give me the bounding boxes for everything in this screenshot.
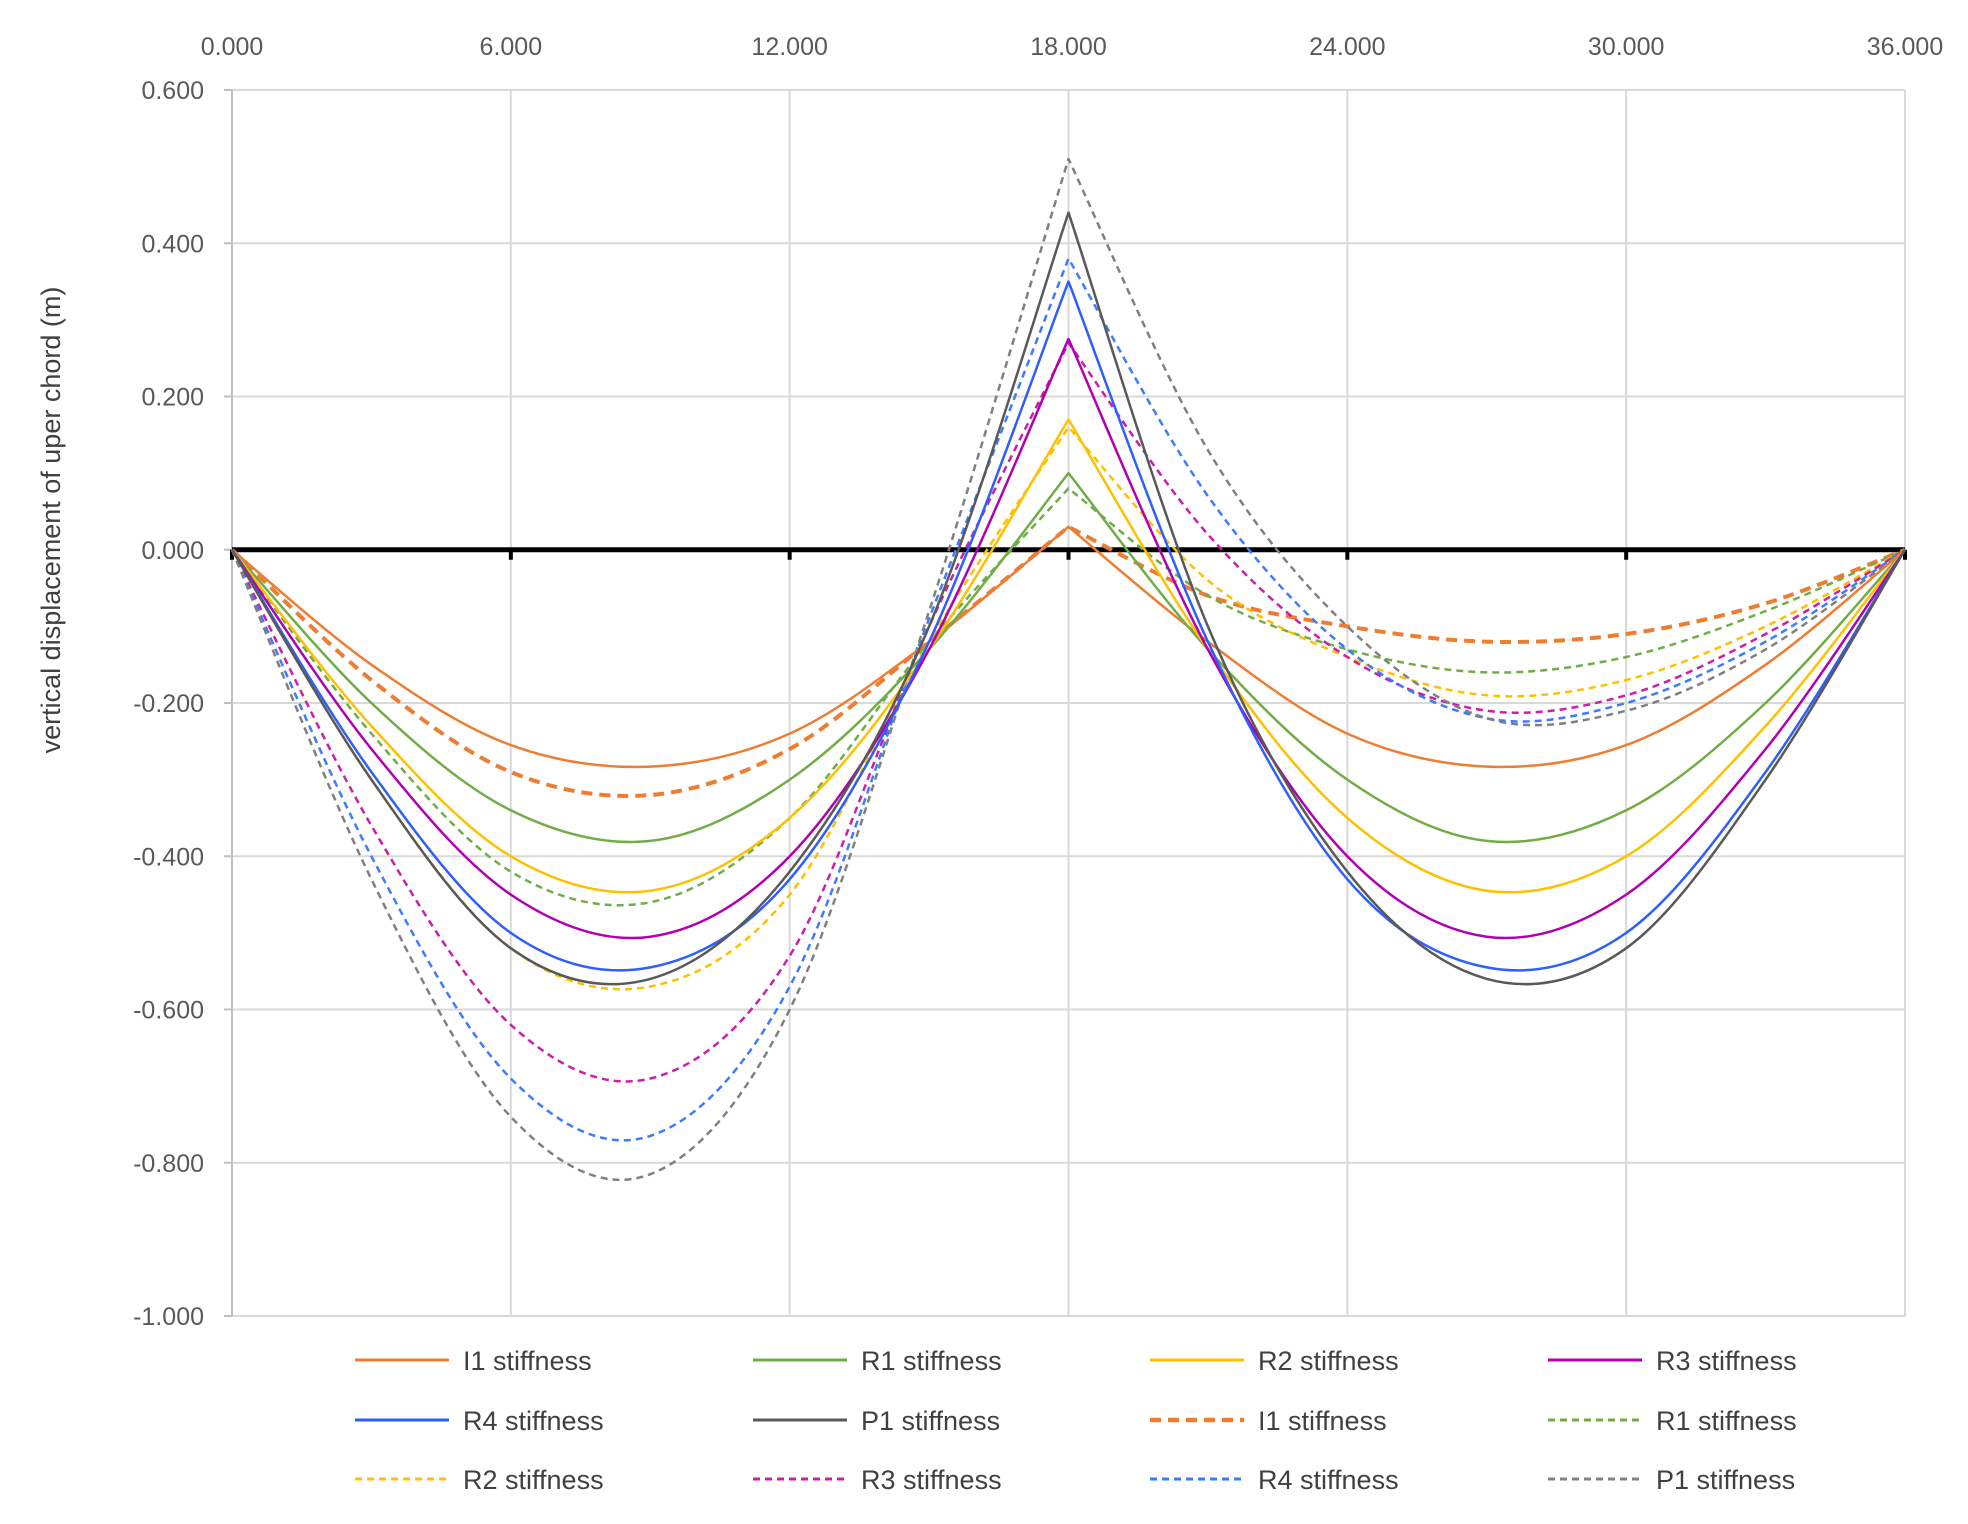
legend-label-10: R4 stiffness (1258, 1465, 1399, 1495)
series-line-3 (230, 337, 1907, 940)
series-line-7 (231, 487, 1906, 907)
legend-label-7: R1 stiffness (1656, 1406, 1797, 1436)
legend-label-6: I1 stiffness (1258, 1406, 1387, 1436)
legend-label-0: I1 stiffness (463, 1346, 592, 1376)
y-tick-label: 0.400 (141, 230, 204, 258)
y-tick-label: -1.000 (133, 1303, 204, 1331)
x-tick-label: 12.000 (751, 33, 827, 61)
series-line-1 (231, 471, 1906, 844)
x-tick-label: 36.000 (1867, 33, 1943, 61)
legend-label-5: P1 stiffness (861, 1406, 1000, 1436)
y-tick-label: 0.600 (141, 77, 204, 105)
series-line-0 (231, 525, 1906, 769)
legend-label-8: R2 stiffness (463, 1465, 604, 1495)
x-tick-label: 18.000 (1030, 33, 1106, 61)
y-tick-label: -0.600 (133, 997, 204, 1025)
legend-label-4: R4 stiffness (463, 1406, 604, 1436)
legend: I1 stiffness R1 stiffness R2 stiffness R3 s… (355, 1346, 1797, 1495)
x-tick-label: 24.000 (1309, 33, 1385, 61)
y-tick-label: 0.000 (141, 537, 204, 565)
series-line-9 (230, 341, 1906, 1083)
series-line-2 (231, 418, 1906, 894)
y-tick-label: -0.800 (133, 1150, 204, 1178)
legend-label-1: R1 stiffness (861, 1346, 1002, 1376)
series-line-11 (230, 157, 1906, 1182)
legend-label-9: R3 stiffness (861, 1465, 1002, 1495)
y-tick-label: -0.400 (133, 843, 204, 871)
x-tick-label: 0.000 (201, 33, 264, 61)
tick-labels: 0.000 6.000 12.000 18.000 24.000 30.000 36.000… (133, 33, 1943, 1331)
series-line-6 (230, 524, 1906, 798)
legend-label-3: R3 stiffness (1656, 1346, 1797, 1376)
series-line-5 (230, 211, 1907, 986)
legend-label-2: R2 stiffness (1258, 1346, 1399, 1376)
y-tick-label: -0.200 (133, 690, 204, 718)
series-line-4 (230, 280, 1907, 972)
series-line-10 (230, 257, 1906, 1142)
x-tick-label: 6.000 (480, 33, 543, 61)
x-tick-label: 30.000 (1588, 33, 1664, 61)
y-tick-label: 0.200 (141, 384, 204, 412)
legend-label-11: P1 stiffness (1656, 1465, 1795, 1495)
axes (224, 89, 1907, 1317)
y-axis-title: vertical displacement of uper chord (m) (36, 287, 66, 754)
series (230, 157, 1907, 1182)
